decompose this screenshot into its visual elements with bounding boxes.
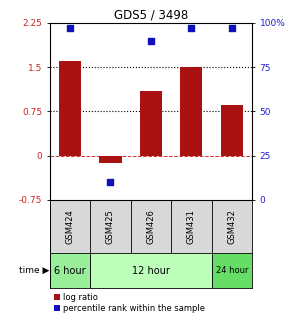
Bar <box>99 156 122 163</box>
Text: GSM426: GSM426 <box>146 209 155 244</box>
Text: 24 hour: 24 hour <box>216 266 248 275</box>
Bar <box>50 253 90 288</box>
Text: GSM431: GSM431 <box>187 209 196 244</box>
Bar <box>212 253 252 288</box>
Point <box>149 38 153 43</box>
Bar <box>221 106 243 156</box>
Text: 12 hour: 12 hour <box>132 266 170 276</box>
Bar <box>140 91 162 156</box>
Point <box>189 26 194 31</box>
Point <box>229 26 234 31</box>
Bar <box>180 67 202 156</box>
Legend: log ratio, percentile rank within the sample: log ratio, percentile rank within the sa… <box>54 293 205 313</box>
Text: GSM432: GSM432 <box>227 209 236 244</box>
Text: 6 hour: 6 hour <box>54 266 86 276</box>
Bar <box>90 253 212 288</box>
Text: GSM425: GSM425 <box>106 209 115 244</box>
Point <box>108 180 113 185</box>
Point <box>68 26 72 31</box>
Title: GDS5 / 3498: GDS5 / 3498 <box>114 9 188 22</box>
Text: time ▶: time ▶ <box>19 266 50 275</box>
Text: GSM424: GSM424 <box>66 209 74 244</box>
Bar <box>59 61 81 156</box>
